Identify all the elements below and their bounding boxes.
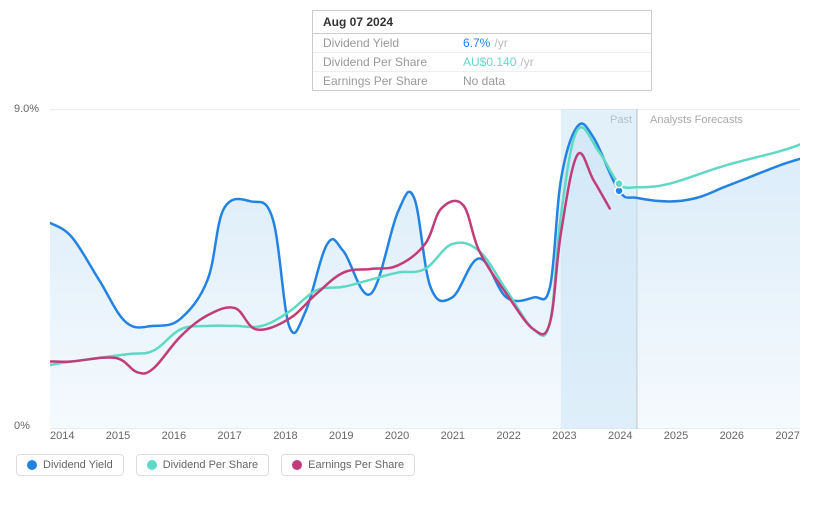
x-axis-year: 2024 [608, 430, 632, 442]
tooltip-metric-label: Dividend Per Share [323, 55, 463, 69]
x-axis-year: 2022 [496, 430, 520, 442]
tooltip-metric-label: Dividend Yield [323, 36, 463, 50]
chart-plot-area[interactable] [50, 109, 800, 429]
y-axis-min: 0% [14, 420, 30, 432]
x-axis-year: 2026 [720, 430, 744, 442]
legend-label: Earnings Per Share [308, 459, 404, 471]
x-axis-year: 2023 [552, 430, 576, 442]
x-axis-year: 2018 [273, 430, 297, 442]
tooltip-metric-suffix: /yr [520, 55, 533, 69]
tooltip-metric-suffix: /yr [494, 36, 507, 50]
tooltip-row: Dividend Per ShareAU$0.140/yr [313, 53, 651, 72]
legend-dot [27, 460, 37, 470]
legend-label: Dividend Per Share [163, 459, 258, 471]
x-axis-year: 2025 [664, 430, 688, 442]
tooltip-row: Earnings Per ShareNo data [313, 72, 651, 90]
legend-label: Dividend Yield [43, 459, 113, 471]
tooltip-metric-value: No data [463, 74, 505, 88]
x-axis-year: 2019 [329, 430, 353, 442]
tooltip-metric-label: Earnings Per Share [323, 74, 463, 88]
x-axis-labels: 2014 2015 2016 2017 2018 2019 2020 2021 2022 2023… [50, 430, 800, 442]
tooltip-metric-value: 6.7% [463, 36, 490, 50]
legend-item[interactable]: Dividend Yield [16, 454, 124, 476]
x-axis-year: 2027 [775, 430, 799, 442]
tooltip-date: Aug 07 2024 [313, 11, 651, 34]
legend-dot [292, 460, 302, 470]
dividend-chart: Aug 07 2024 Dividend Yield6.7%/yrDividen… [10, 10, 810, 476]
legend-item[interactable]: Earnings Per Share [281, 454, 415, 476]
x-axis-year: 2021 [441, 430, 465, 442]
chart-legend: Dividend Yield Dividend Per Share Earnings… [16, 454, 415, 476]
x-axis-year: 2017 [217, 430, 241, 442]
legend-item[interactable]: Dividend Per Share [136, 454, 269, 476]
x-axis-year: 2015 [106, 430, 130, 442]
legend-dot [147, 460, 157, 470]
tooltip-row: Dividend Yield6.7% /yr [313, 34, 651, 53]
x-axis-year: 2016 [162, 430, 186, 442]
x-axis-year: 2014 [50, 430, 74, 442]
y-axis-max: 9.0% [14, 103, 39, 115]
x-axis-year: 2020 [385, 430, 409, 442]
tooltip-metric-value: AU$0.140 [463, 55, 516, 69]
chart-tooltip: Aug 07 2024 Dividend Yield6.7%/yrDividen… [312, 10, 652, 91]
